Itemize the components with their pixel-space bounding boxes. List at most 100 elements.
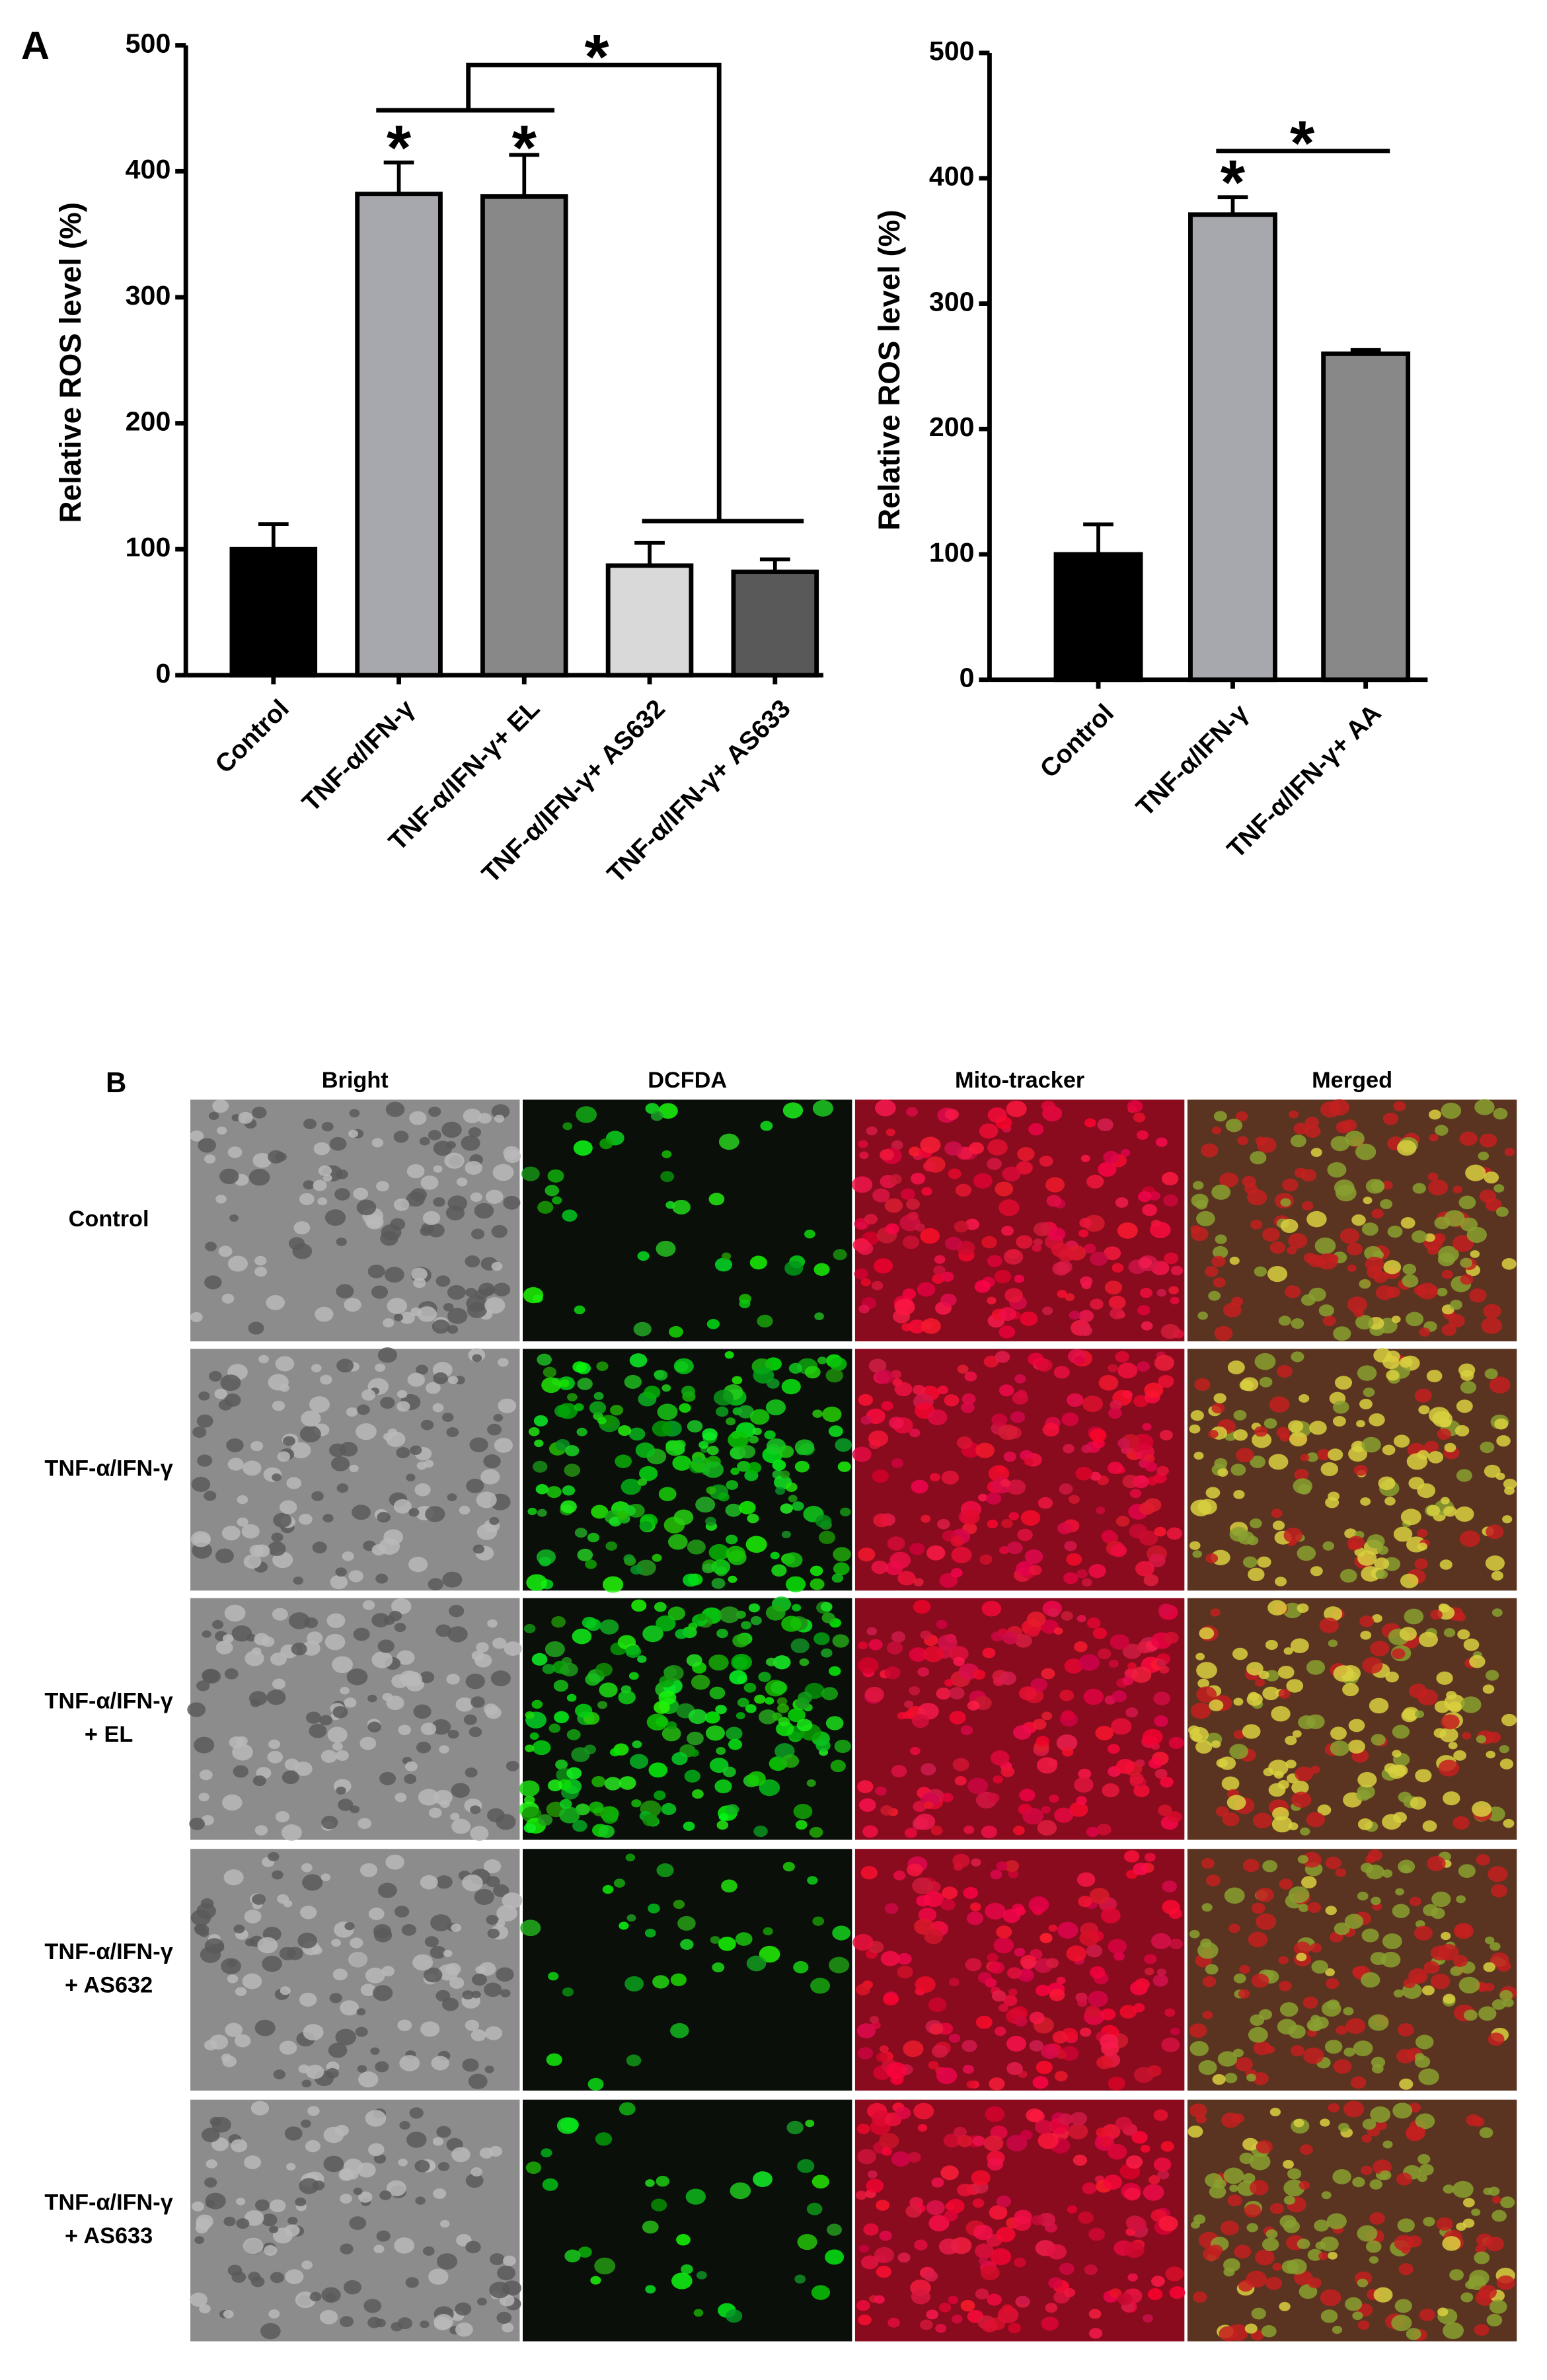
cell: [834, 1739, 851, 1754]
cell: [1086, 1617, 1101, 1629]
cell: [327, 1727, 348, 1743]
cell: [642, 2220, 659, 2234]
cell: [1053, 1627, 1063, 1635]
cell: [198, 1793, 209, 1802]
row-label: + AS633: [65, 2223, 153, 2249]
cell: [591, 1776, 606, 1787]
cell: [1077, 1998, 1088, 2007]
cell: [1365, 1256, 1384, 1272]
cell: [1066, 1393, 1084, 1407]
cell: [1188, 2125, 1203, 2138]
cell: [628, 1427, 646, 1441]
cell: [506, 1760, 519, 1771]
cell: [284, 2126, 303, 2141]
cell: [773, 1655, 791, 1670]
cell: [778, 1445, 794, 1458]
cell: [326, 2067, 339, 2079]
cell: [1030, 1678, 1048, 1692]
cell: [1222, 1812, 1240, 1826]
cell: [1142, 2314, 1153, 2323]
cell: [559, 1379, 570, 1388]
cell: [782, 1861, 795, 1872]
cell: [654, 1790, 666, 1801]
cell: [1017, 1528, 1033, 1542]
cell: [1328, 2251, 1338, 2260]
cell: [609, 1748, 621, 1757]
cell: [821, 1687, 839, 1701]
cell: [719, 1606, 740, 1623]
cell: [944, 1141, 963, 1156]
cell: [645, 2285, 656, 2294]
cell: [1004, 1860, 1020, 1873]
cell: [261, 1636, 275, 1647]
cell: [893, 1871, 906, 1880]
cell: [1239, 2152, 1254, 2165]
cell: [952, 1853, 970, 1868]
cell: [691, 1674, 710, 1690]
cell: [466, 1478, 484, 1493]
cell: [1393, 1526, 1413, 1542]
cell: [1348, 1719, 1365, 1732]
cell: [1443, 1993, 1456, 2004]
cell: [1423, 1960, 1440, 1974]
cell: [435, 1275, 451, 1287]
cell: [220, 1374, 241, 1392]
cell: [1195, 1199, 1208, 1210]
cell: [1342, 1683, 1359, 1697]
cell: [1154, 1526, 1166, 1537]
cell: [269, 2225, 279, 2233]
cell: [745, 1536, 767, 1553]
cell: [811, 2285, 831, 2300]
cell: [1347, 1541, 1360, 1551]
cell: [868, 1639, 883, 1651]
cell: [989, 2077, 1005, 2091]
cell: [231, 2139, 248, 2153]
cell: [1484, 1171, 1499, 1184]
cell: [1162, 1880, 1178, 1893]
cell: [1361, 1222, 1378, 1236]
cell: [1485, 1198, 1502, 1212]
cell: [450, 1812, 460, 1820]
cell: [212, 1099, 229, 1113]
cell: [422, 1210, 441, 1225]
cell: [585, 1559, 597, 1569]
cell: [891, 2151, 911, 2167]
cell: [1460, 1380, 1477, 1394]
cell: [1283, 2195, 1296, 2205]
cell: [1032, 2076, 1049, 2089]
cell: [1362, 2118, 1377, 2130]
cell: [574, 1528, 587, 1538]
cell: [747, 1462, 762, 1473]
cell: [1078, 1768, 1092, 1779]
cell: [1378, 1476, 1396, 1491]
cell: [190, 2292, 208, 2307]
cell: [1211, 1184, 1231, 1200]
cell: [493, 1283, 511, 1297]
cell: [876, 1369, 894, 1384]
cell: [1020, 2130, 1033, 2140]
cell: [1279, 1878, 1293, 1890]
cell: [1485, 1555, 1505, 1571]
cell: [555, 1760, 568, 1770]
cell: [1063, 2287, 1076, 2297]
cell: [1262, 1860, 1278, 1873]
cell: [243, 1554, 262, 1569]
cell: [204, 1491, 217, 1501]
cell: [483, 1454, 501, 1469]
cell: [749, 1255, 767, 1270]
cell: [765, 1399, 786, 1416]
cell: [931, 2044, 948, 2058]
cell: [538, 1814, 553, 1826]
cell: [907, 1211, 919, 1220]
cell: [766, 1657, 777, 1666]
cell: [447, 1376, 459, 1384]
cell: [377, 1512, 391, 1523]
cell: [746, 1955, 767, 1972]
cell: [812, 1916, 825, 1926]
cell: [1162, 1900, 1180, 1915]
cell: [1195, 1740, 1213, 1754]
cell: [810, 1565, 823, 1577]
cell: [1115, 1758, 1135, 1774]
cell: [736, 1712, 745, 1720]
cell: [1214, 1458, 1228, 1469]
